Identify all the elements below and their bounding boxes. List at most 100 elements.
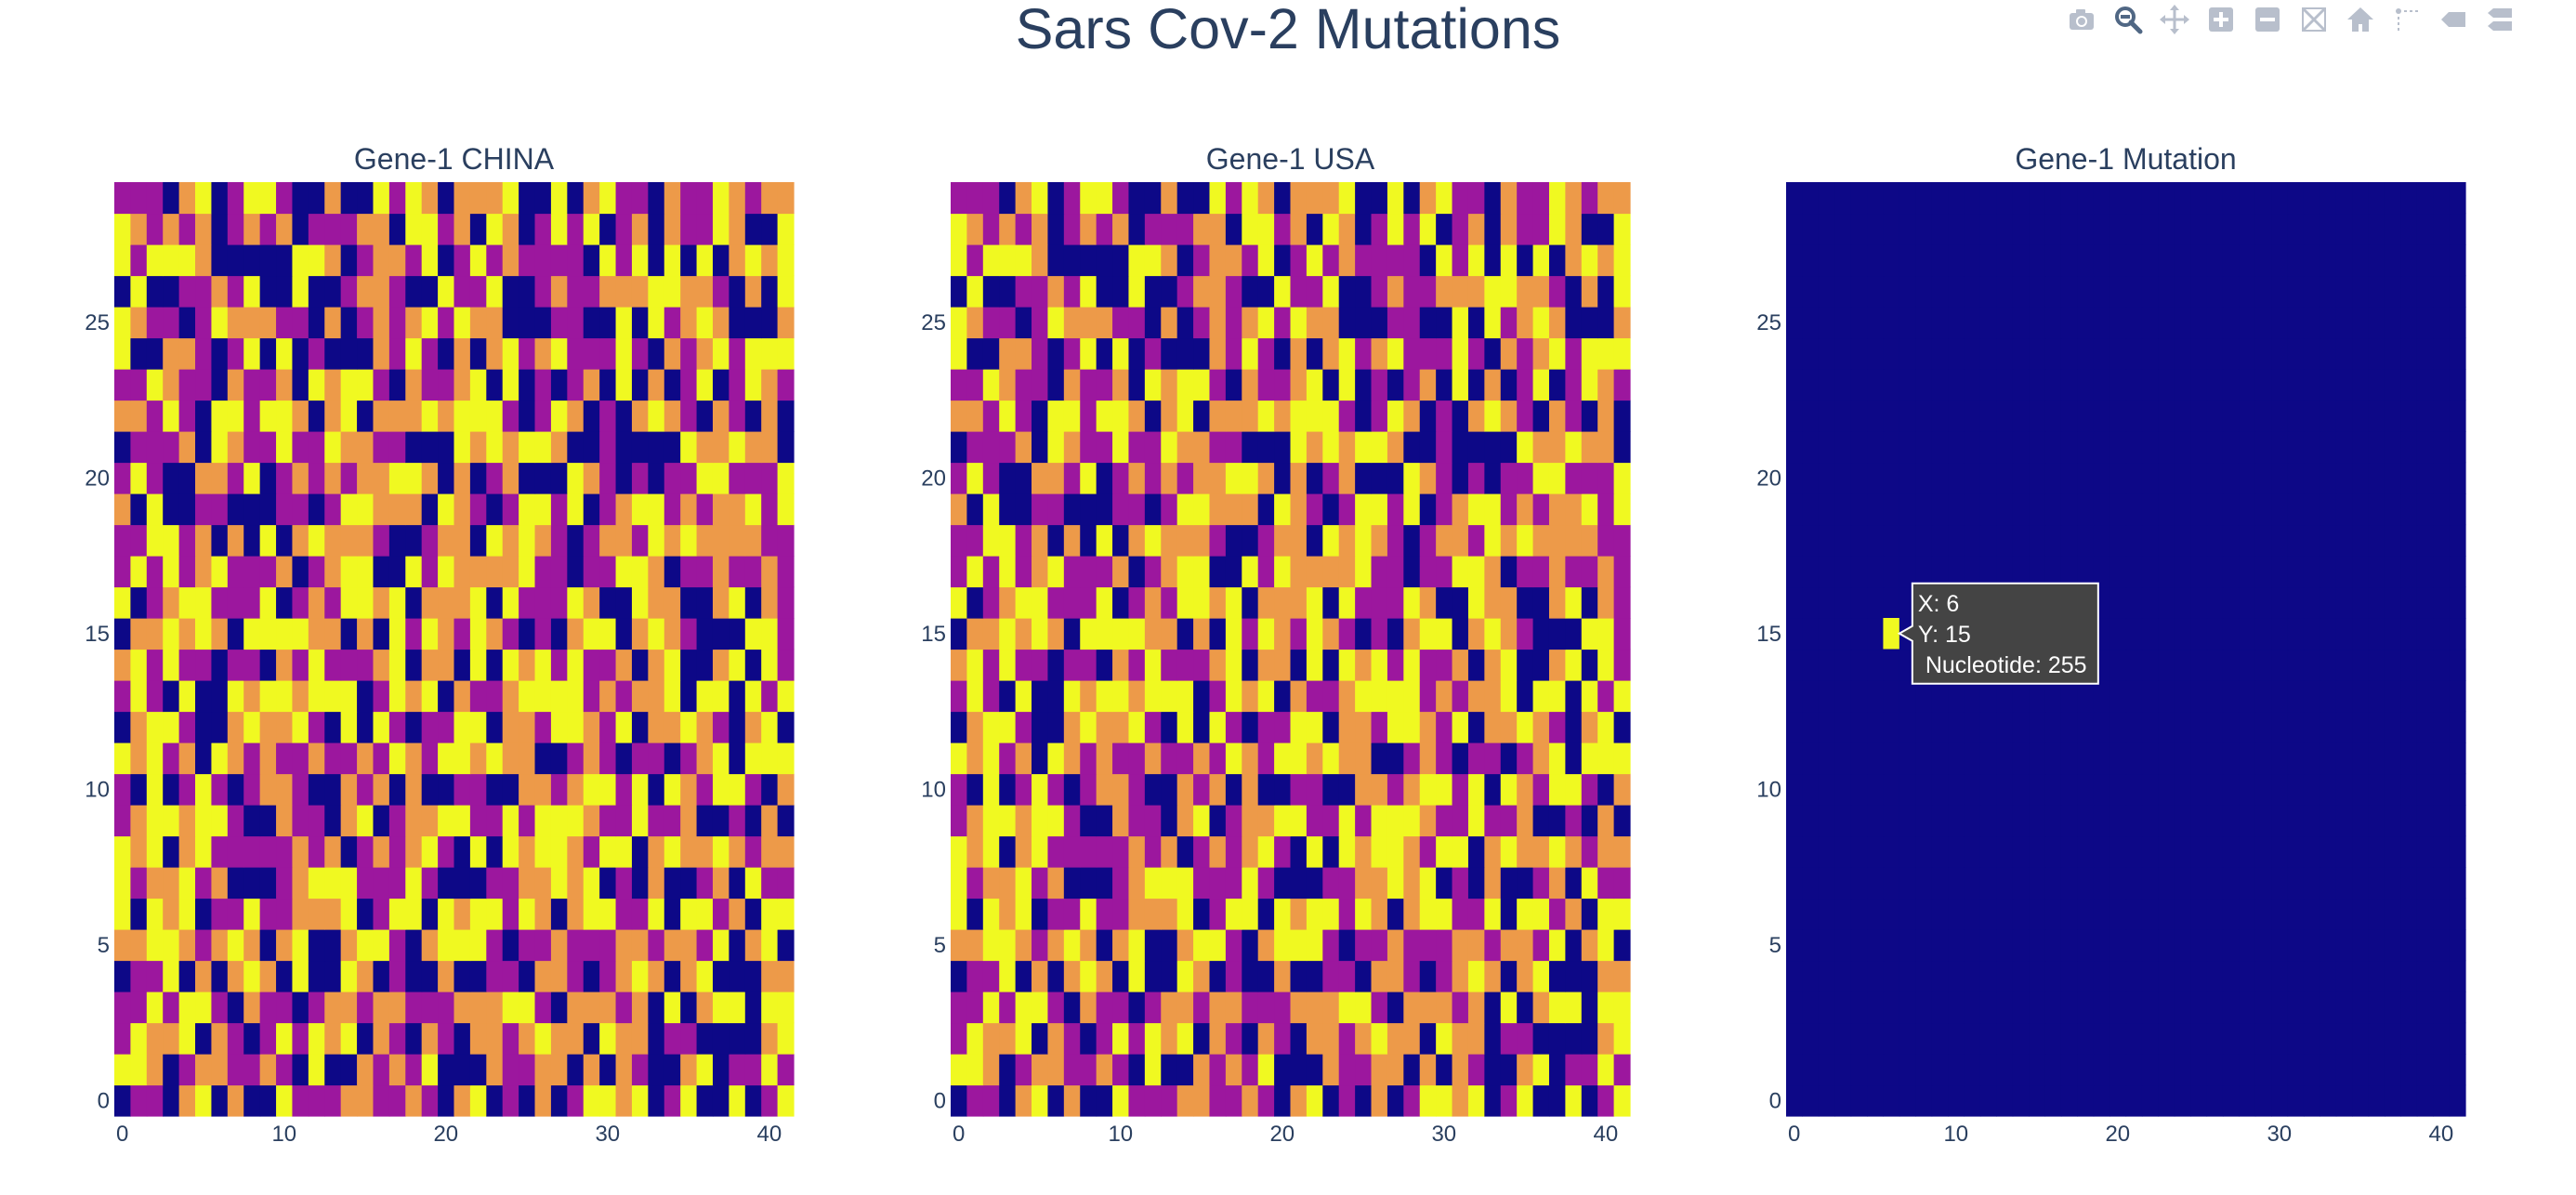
heatmap-cell[interactable]	[1419, 649, 1437, 681]
heatmap-cell[interactable]	[534, 867, 552, 900]
heatmap-cell[interactable]	[469, 773, 487, 806]
heatmap-cell[interactable]	[1015, 773, 1032, 806]
heatmap-cell[interactable]	[357, 213, 375, 245]
heatmap-cell[interactable]	[308, 867, 325, 900]
heatmap-cell[interactable]	[1338, 898, 1356, 930]
heatmap-cell[interactable]	[1161, 1022, 1178, 1055]
heatmap-cell[interactable]	[1225, 337, 1242, 370]
heatmap-cell[interactable]	[114, 586, 131, 619]
heatmap-cell[interactable]	[696, 960, 714, 992]
heatmap-cell[interactable]	[146, 213, 164, 245]
heatmap-cell[interactable]	[1047, 742, 1065, 775]
heatmap-cell[interactable]	[1964, 182, 1981, 215]
heatmap-cell[interactable]	[453, 400, 471, 432]
heatmap-cell[interactable]	[1979, 773, 1997, 806]
heatmap-cell[interactable]	[486, 805, 504, 837]
heatmap-cell[interactable]	[1613, 586, 1631, 619]
heatmap-cell[interactable]	[1899, 275, 1916, 308]
heatmap-cell[interactable]	[1322, 586, 1340, 619]
heatmap-cell[interactable]	[2449, 307, 2466, 339]
heatmap-cell[interactable]	[1144, 462, 1162, 494]
heatmap-cell[interactable]	[2093, 431, 2110, 464]
heatmap-cell[interactable]	[1128, 649, 1146, 681]
heatmap-cell[interactable]	[502, 369, 519, 401]
heatmap-cell[interactable]	[2254, 275, 2272, 308]
heatmap-cell[interactable]	[1047, 835, 1065, 868]
heatmap-cell[interactable]	[744, 586, 762, 619]
heatmap-cell[interactable]	[1403, 867, 1421, 900]
heatmap-cell[interactable]	[1176, 182, 1194, 215]
heatmap-cell[interactable]	[388, 275, 406, 308]
heatmap-cell[interactable]	[1867, 898, 1885, 930]
heatmap-cell[interactable]	[292, 524, 309, 557]
heatmap-cell[interactable]	[1193, 586, 1211, 619]
heatmap-cell[interactable]	[2254, 835, 2272, 868]
heatmap-cell[interactable]	[2416, 400, 2434, 432]
heatmap-cell[interactable]	[550, 867, 568, 900]
heatmap-cell[interactable]	[1225, 244, 1242, 277]
heatmap-cell[interactable]	[2320, 805, 2337, 837]
heatmap-cell[interactable]	[1565, 462, 1583, 494]
heatmap-cell[interactable]	[1517, 307, 1534, 339]
heatmap-cell[interactable]	[486, 524, 504, 557]
heatmap-cell[interactable]	[1015, 524, 1032, 557]
heatmap-cell[interactable]	[1452, 369, 1469, 401]
heatmap-cell[interactable]	[1209, 493, 1227, 526]
heatmap-cell[interactable]	[1144, 524, 1162, 557]
heatmap-cell[interactable]	[519, 493, 536, 526]
heatmap-cell[interactable]	[357, 369, 375, 401]
heatmap-cell[interactable]	[2060, 244, 2078, 277]
heatmap-cell[interactable]	[1818, 213, 1835, 245]
heatmap-cell[interactable]	[1436, 929, 1453, 962]
heatmap-cell[interactable]	[453, 867, 471, 900]
heatmap-cell[interactable]	[1484, 431, 1502, 464]
heatmap-cell[interactable]	[729, 773, 746, 806]
heatmap-cell[interactable]	[1306, 960, 1323, 992]
heatmap-cell[interactable]	[1915, 369, 1933, 401]
heatmap-cell[interactable]	[2060, 307, 2078, 339]
heatmap-cell[interactable]	[211, 307, 229, 339]
heatmap-cell[interactable]	[438, 1054, 455, 1086]
reset-axes-button[interactable]	[2337, 0, 2384, 39]
heatmap-cell[interactable]	[1257, 307, 1275, 339]
heatmap-cell[interactable]	[178, 275, 196, 308]
heatmap-cell[interactable]	[1899, 773, 1916, 806]
heatmap-cell[interactable]	[1484, 337, 1502, 370]
heatmap-cell[interactable]	[2174, 898, 2191, 930]
heatmap-cell[interactable]	[999, 711, 1017, 743]
heatmap-cell[interactable]	[2449, 680, 2466, 713]
heatmap-cell[interactable]	[2125, 1054, 2143, 1086]
heatmap-cell[interactable]	[2416, 991, 2434, 1024]
heatmap-cell[interactable]	[1225, 524, 1242, 557]
heatmap-cell[interactable]	[2400, 835, 2418, 868]
heatmap-cell[interactable]	[1419, 898, 1437, 930]
heatmap-cell[interactable]	[1500, 1084, 1518, 1117]
heatmap-cell[interactable]	[1209, 898, 1227, 930]
heatmap-cell[interactable]	[1242, 835, 1259, 868]
heatmap-cell[interactable]	[1015, 805, 1032, 837]
heatmap-cell[interactable]	[453, 462, 471, 494]
heatmap-cell[interactable]	[1979, 400, 1997, 432]
heatmap-cell[interactable]	[2093, 307, 2110, 339]
heatmap-cell[interactable]	[729, 1054, 746, 1086]
heatmap-cell[interactable]	[534, 337, 552, 370]
heatmap-cell[interactable]	[2303, 773, 2320, 806]
heatmap-cell[interactable]	[1581, 711, 1598, 743]
heatmap-cell[interactable]	[648, 586, 665, 619]
heatmap-cell[interactable]	[1786, 618, 1803, 650]
heatmap-cell[interactable]	[502, 275, 519, 308]
heatmap-cell[interactable]	[227, 337, 244, 370]
heatmap-cell[interactable]	[2222, 929, 2240, 962]
heatmap-cell[interactable]	[744, 929, 762, 962]
heatmap-cell[interactable]	[648, 556, 665, 588]
heatmap-cell[interactable]	[1979, 680, 1997, 713]
heatmap-cell[interactable]	[2320, 182, 2337, 215]
heatmap-cell[interactable]	[259, 1022, 277, 1055]
heatmap-cell[interactable]	[1257, 337, 1275, 370]
heatmap-cell[interactable]	[1096, 275, 1113, 308]
heatmap-cell[interactable]	[1225, 867, 1242, 900]
heatmap-cell[interactable]	[1948, 1054, 1965, 1086]
heatmap-cell[interactable]	[2433, 182, 2451, 215]
heatmap-cell[interactable]	[744, 649, 762, 681]
heatmap-cell[interactable]	[1452, 805, 1469, 837]
